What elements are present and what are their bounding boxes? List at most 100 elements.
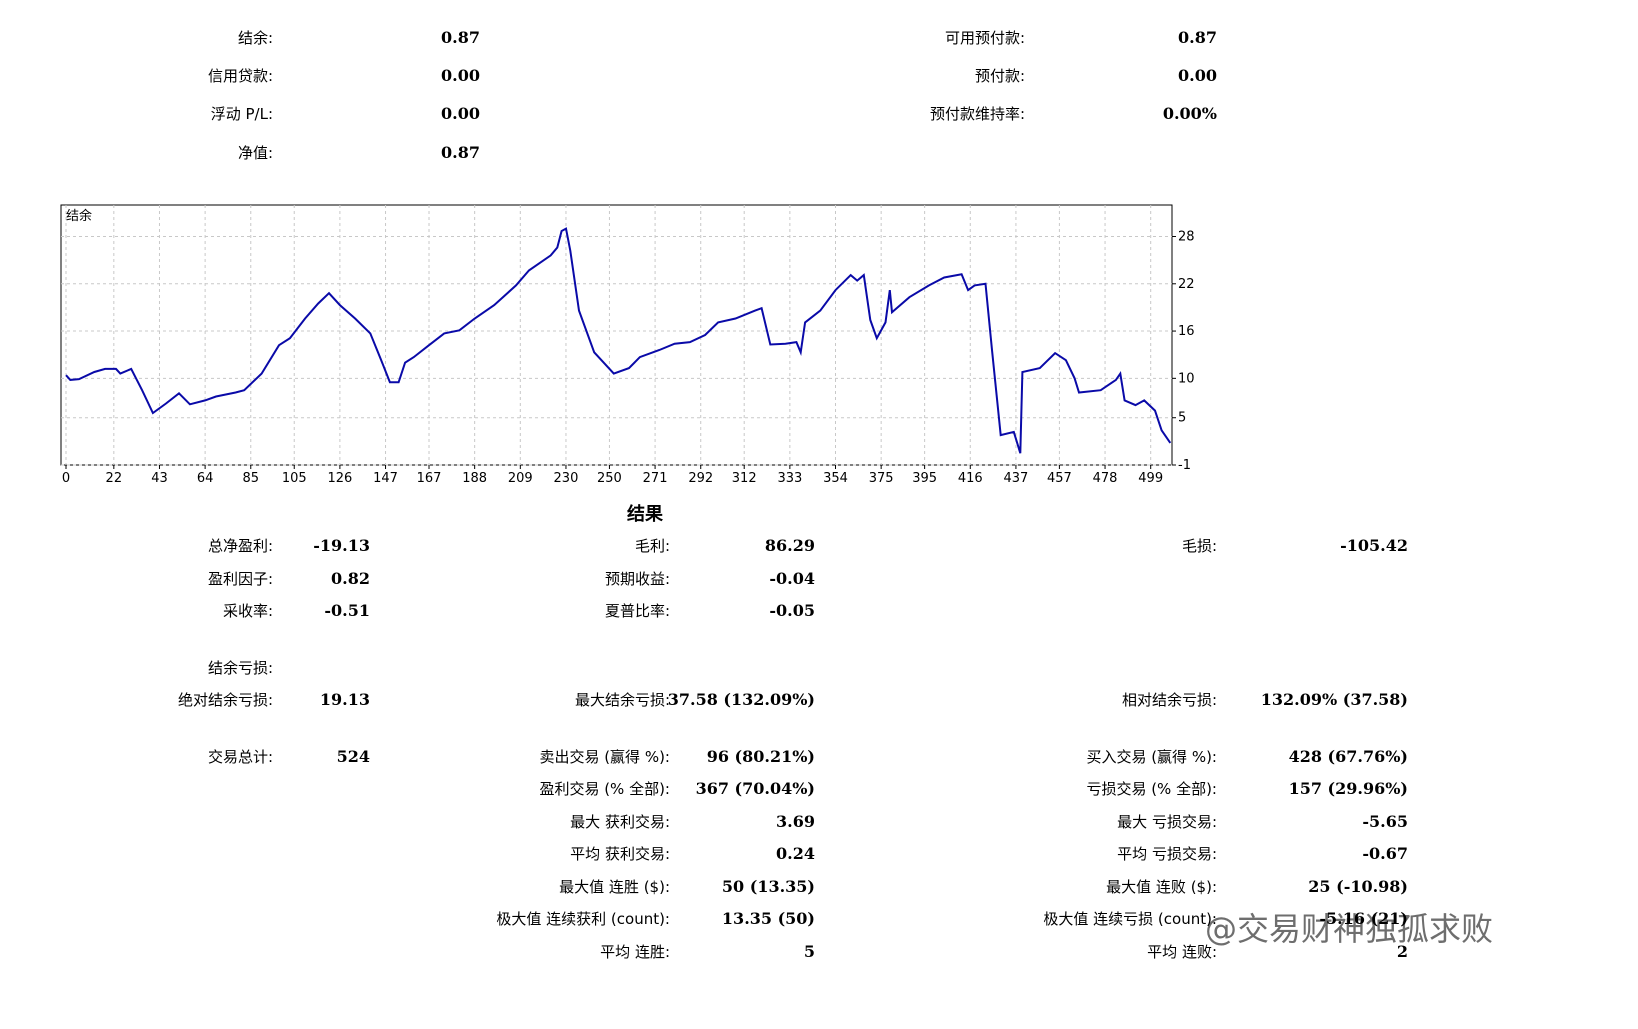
summary-label: 净值: bbox=[237, 144, 273, 162]
result-value: -0.51 bbox=[324, 601, 370, 620]
result-label: 最大 亏损交易: bbox=[1117, 813, 1217, 831]
result-value: -19.13 bbox=[313, 536, 370, 555]
result-label: 盈利因子: bbox=[207, 570, 273, 588]
x-tick-label: 478 bbox=[1093, 471, 1118, 486]
result-value: -105.42 bbox=[1340, 536, 1408, 555]
result-value: 37.58 (132.09%) bbox=[667, 690, 815, 709]
result-label: 极大值 连续获利 (count): bbox=[496, 910, 670, 928]
x-tick-label: 354 bbox=[823, 471, 848, 486]
chart: -1 5 10 16 22 28 0 22 43 64 85 105 126 147 167 188 209 23… bbox=[60, 204, 1195, 486]
result-value: 2 bbox=[1396, 942, 1408, 961]
plot-frame bbox=[60, 204, 1173, 466]
result-label: 绝对结余亏损: bbox=[177, 691, 273, 709]
x-tick-label: 0 bbox=[62, 471, 70, 486]
result-value: 86.29 bbox=[764, 536, 815, 555]
watermark: @交易财神独孤求败 bbox=[1205, 910, 1494, 948]
results-title: 结果 bbox=[627, 504, 663, 525]
x-tick-label: 375 bbox=[869, 471, 894, 486]
summary-label: 预付款维持率: bbox=[929, 105, 1025, 123]
x-tick-label: 292 bbox=[688, 471, 713, 486]
x-tick-label: 271 bbox=[643, 471, 668, 486]
result-label: 相对结余亏损: bbox=[1121, 691, 1217, 709]
result-value: -5.16 (21) bbox=[1319, 909, 1408, 928]
summary-label: 可用预付款: bbox=[944, 29, 1025, 47]
result-label: 交易总计: bbox=[207, 748, 273, 766]
result-label: 结余亏损: bbox=[207, 659, 273, 677]
summary-value: 0.00% bbox=[1162, 104, 1217, 123]
result-label: 极大值 连续亏损 (count): bbox=[1043, 910, 1217, 928]
result-value: 5 bbox=[803, 942, 815, 961]
summary-label: 信用贷款: bbox=[207, 67, 273, 85]
x-tick-label: 312 bbox=[732, 471, 757, 486]
result-label: 最大值 连胜 ($): bbox=[559, 878, 670, 896]
result-label: 平均 连胜: bbox=[600, 943, 670, 961]
summary-value: 0.87 bbox=[1178, 28, 1217, 47]
y-tick-label: 16 bbox=[1178, 324, 1195, 339]
result-label: 最大 获利交易: bbox=[570, 813, 670, 831]
result-value: 367 (70.04%) bbox=[695, 779, 815, 798]
summary-label: 预付款: bbox=[974, 67, 1025, 85]
x-tick-label: 105 bbox=[282, 471, 307, 486]
result-label: 盈利交易 (% 全部): bbox=[539, 780, 670, 798]
result-label: 总净盈利: bbox=[207, 537, 273, 555]
summary-label: 浮动 P/L: bbox=[210, 105, 273, 123]
result-value: 157 (29.96%) bbox=[1288, 779, 1408, 798]
x-tick-label: 126 bbox=[327, 471, 352, 486]
x-tick-label: 416 bbox=[958, 471, 983, 486]
y-tick-label: -1 bbox=[1178, 458, 1191, 473]
result-value: -0.05 bbox=[769, 601, 815, 620]
y-tick-label: 5 bbox=[1178, 411, 1186, 426]
result-value: 0.82 bbox=[331, 569, 370, 588]
result-label: 最大值 连败 ($): bbox=[1106, 878, 1217, 896]
x-tick-label: 333 bbox=[777, 471, 802, 486]
result-label: 平均 亏损交易: bbox=[1117, 845, 1217, 863]
result-label: 最大结余亏损: bbox=[574, 691, 670, 709]
result-label: 卖出交易 (赢得 %): bbox=[539, 748, 670, 766]
result-value: 50 (13.35) bbox=[721, 877, 815, 896]
x-tick-label: 147 bbox=[373, 471, 398, 486]
x-tick-label: 43 bbox=[151, 471, 168, 486]
x-tick-label: 209 bbox=[508, 471, 533, 486]
x-tick-label: 437 bbox=[1004, 471, 1029, 486]
result-value: -5.65 bbox=[1362, 812, 1408, 831]
result-value: 0.24 bbox=[776, 844, 815, 863]
result-value: 428 (67.76%) bbox=[1288, 747, 1408, 766]
result-label: 夏普比率: bbox=[604, 602, 670, 620]
result-label: 买入交易 (赢得 %): bbox=[1086, 748, 1217, 766]
result-label: 预期收益: bbox=[604, 570, 670, 588]
summary-value: 0.00 bbox=[441, 66, 480, 85]
summary-value: 0.00 bbox=[441, 104, 480, 123]
y-tick-label: 28 bbox=[1178, 230, 1195, 245]
result-value: 13.35 (50) bbox=[721, 909, 815, 928]
result-value: 19.13 bbox=[319, 690, 370, 709]
result-label: 平均 连败: bbox=[1147, 943, 1217, 961]
x-tick-label: 85 bbox=[242, 471, 259, 486]
result-label: 亏损交易 (% 全部): bbox=[1086, 780, 1217, 798]
summary-value: 0.87 bbox=[441, 143, 480, 162]
summary-value: 0.87 bbox=[441, 28, 480, 47]
result-value: -0.67 bbox=[1362, 844, 1408, 863]
series-label: 结余 bbox=[66, 208, 92, 224]
result-label: 毛利: bbox=[634, 537, 670, 555]
balance-line bbox=[65, 227, 1172, 454]
result-value: 25 (-10.98) bbox=[1308, 877, 1408, 896]
summary-value: 0.00 bbox=[1178, 66, 1217, 85]
x-tick-label: 499 bbox=[1138, 471, 1163, 486]
result-value: 132.09% (37.58) bbox=[1260, 690, 1408, 709]
summary-label: 结余: bbox=[237, 29, 273, 47]
result-value: 524 bbox=[336, 747, 370, 766]
result-value: -0.04 bbox=[769, 569, 815, 588]
x-tick-label: 250 bbox=[597, 471, 622, 486]
x-tick-label: 395 bbox=[912, 471, 937, 486]
y-tick-label: 10 bbox=[1178, 371, 1195, 386]
x-tick-label: 167 bbox=[417, 471, 442, 486]
x-tick-label: 230 bbox=[554, 471, 579, 486]
x-tick-label: 457 bbox=[1047, 471, 1072, 486]
result-label: 平均 获利交易: bbox=[570, 845, 670, 863]
x-tick-label: 188 bbox=[462, 471, 487, 486]
x-tick-label: 22 bbox=[106, 471, 123, 486]
y-tick-label: 22 bbox=[1178, 277, 1195, 292]
result-value: 3.69 bbox=[776, 812, 815, 831]
result-label: 采收率: bbox=[222, 602, 273, 620]
